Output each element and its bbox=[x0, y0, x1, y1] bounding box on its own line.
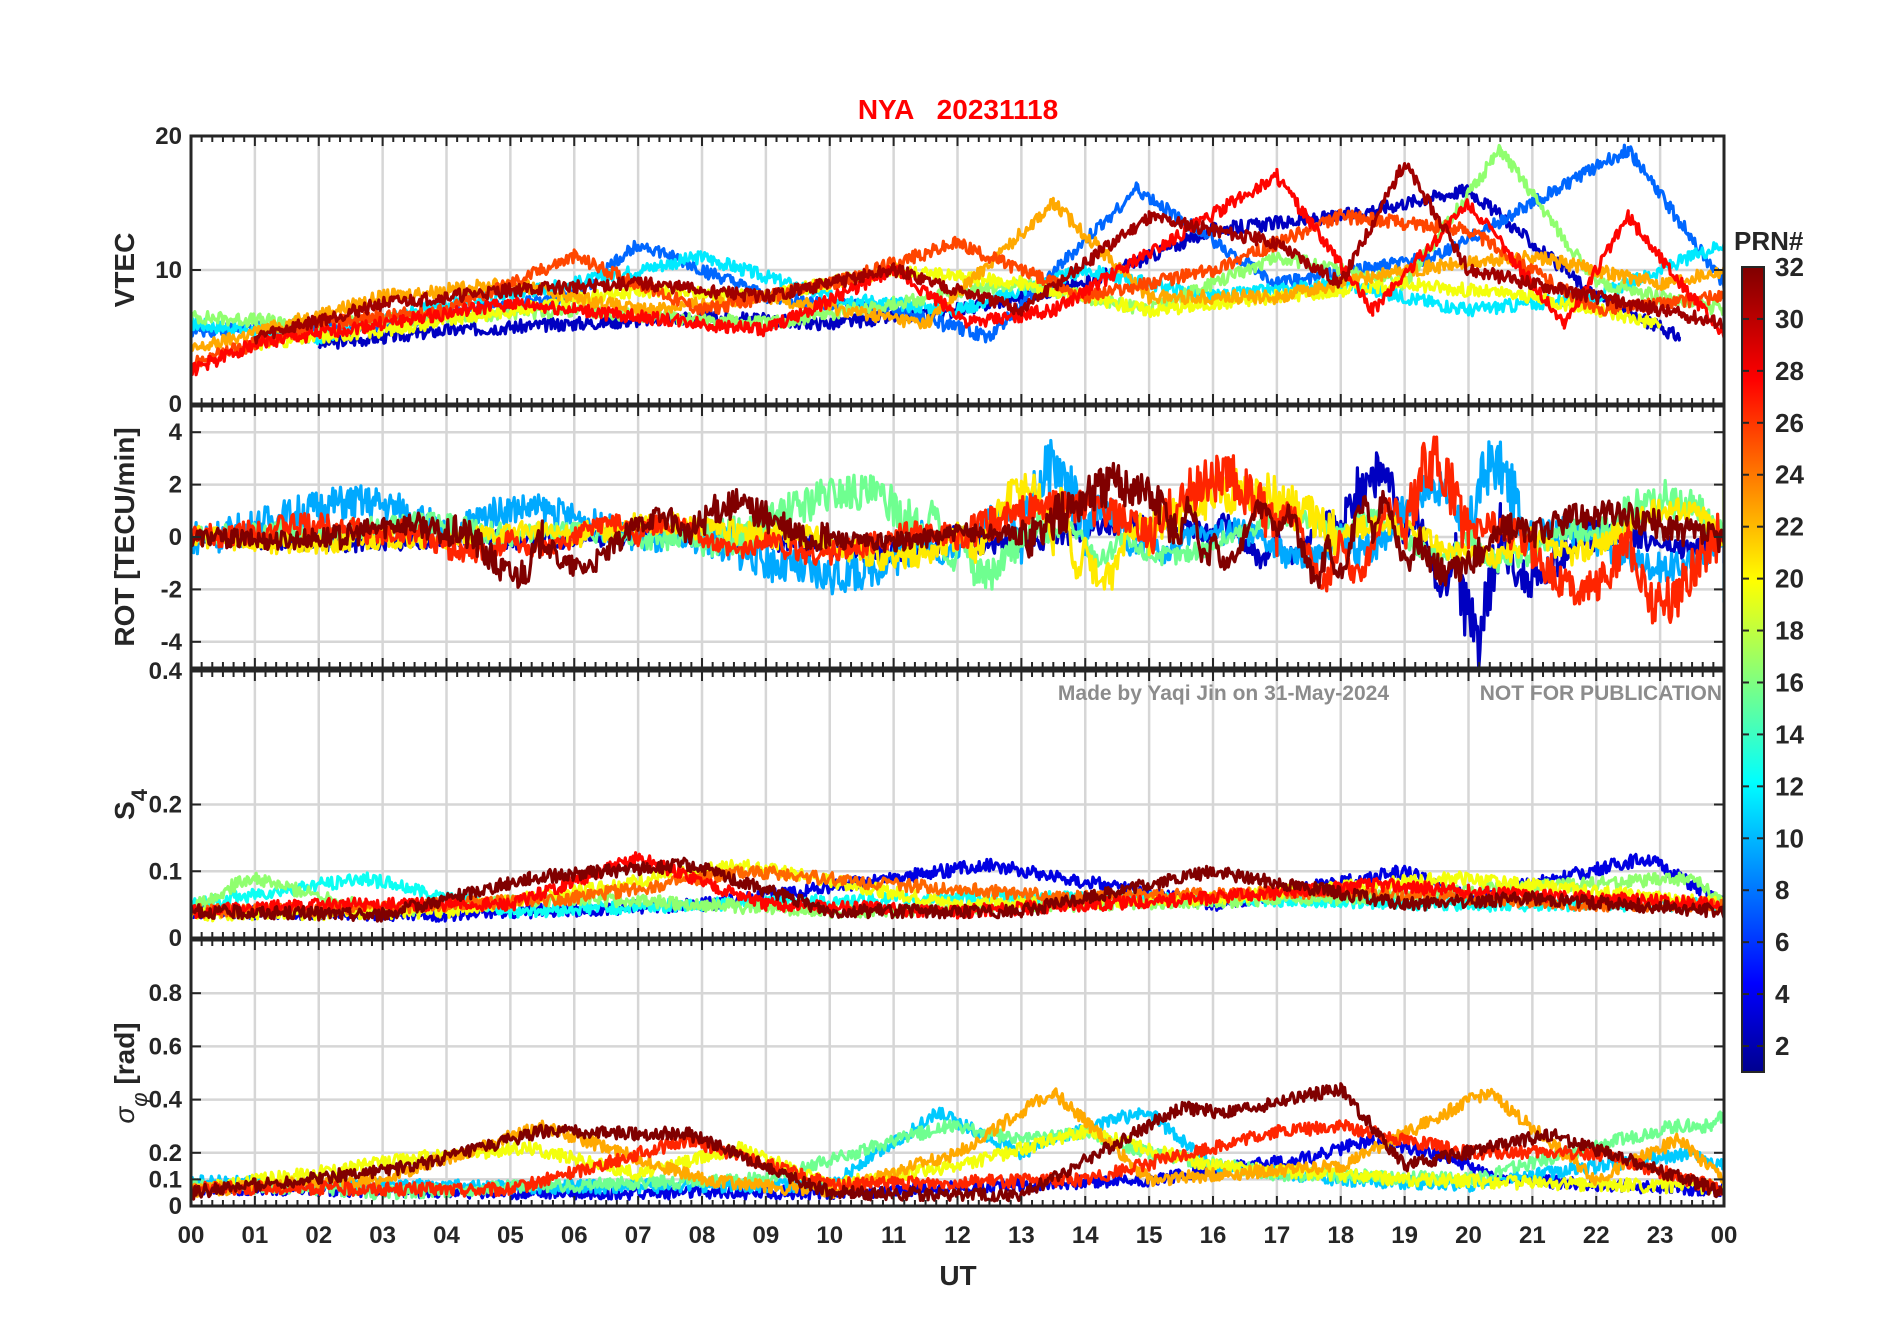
y-tick-label-s4: 0.2 bbox=[149, 792, 182, 819]
colorbar-label: PRN# bbox=[1734, 226, 1804, 256]
colorbar-tick-label: 4 bbox=[1775, 979, 1790, 1009]
x-tick-label: 18 bbox=[1327, 1222, 1354, 1249]
colorbar-tick-label: 8 bbox=[1775, 875, 1789, 905]
colorbar-tick-label: 18 bbox=[1775, 616, 1804, 646]
x-tick-label: 07 bbox=[625, 1222, 652, 1249]
x-tick-label: 00 bbox=[178, 1222, 205, 1249]
colorbar-tick-label: 12 bbox=[1775, 771, 1804, 801]
colorbar-tick-label: 20 bbox=[1775, 564, 1804, 594]
x-tick-label: 23 bbox=[1647, 1222, 1674, 1249]
panel-s4: 0 0.1 0.2 0.4 S4 bbox=[109, 658, 1726, 952]
series-sigphi-prn16 bbox=[191, 1110, 1724, 1201]
x-tick-label: 04 bbox=[433, 1222, 460, 1249]
series-vtec-prn3 bbox=[317, 183, 1681, 350]
y-tick-label-vtec: 20 bbox=[155, 123, 182, 150]
x-tick-label: 21 bbox=[1519, 1222, 1546, 1249]
series-group-sigphi bbox=[191, 1082, 1724, 1203]
watermark-author: Made by Yaqi Jin on 31-May-2024 bbox=[1058, 682, 1389, 705]
x-tick-label: 16 bbox=[1200, 1222, 1227, 1249]
x-ticks-rot bbox=[190, 406, 1725, 668]
x-axis-label: UT bbox=[939, 1260, 976, 1291]
series-group-s4 bbox=[191, 851, 1724, 923]
x-tick-label: 10 bbox=[816, 1222, 843, 1249]
colorbar-tick-label: 22 bbox=[1775, 512, 1804, 542]
x-tick-label: 00 bbox=[1711, 1222, 1738, 1249]
colorbar-tick-label: 16 bbox=[1775, 667, 1804, 697]
x-ticks-s4 bbox=[190, 671, 1725, 938]
y-tick-label-sigphi: 0 bbox=[169, 1193, 182, 1220]
colorbar-tick-label: 14 bbox=[1775, 719, 1804, 749]
x-tick-label: 19 bbox=[1391, 1222, 1418, 1249]
x-tick-label: 14 bbox=[1072, 1222, 1099, 1249]
x-tick-label: 15 bbox=[1136, 1222, 1163, 1249]
x-tick-label: 09 bbox=[753, 1222, 780, 1249]
y-tick-label-rot: -4 bbox=[161, 629, 183, 656]
y-tick-label-vtec: 0 bbox=[169, 391, 182, 418]
y-tick-label-sigphi: 0.4 bbox=[149, 1087, 183, 1114]
watermark-notice: NOT FOR PUBLICATION bbox=[1480, 682, 1722, 705]
x-tick-label: 08 bbox=[689, 1222, 716, 1249]
y-tick-label-rot: 2 bbox=[169, 472, 182, 499]
panel-vtec: 0 10 20 VTEC bbox=[109, 123, 1726, 418]
series-group-vtec bbox=[191, 143, 1724, 377]
colorbar-tick-label: 6 bbox=[1775, 927, 1789, 957]
x-tick-label: 12 bbox=[944, 1222, 971, 1249]
series-rot-prn32 bbox=[191, 461, 1724, 590]
y-axis-label-s4: S4 bbox=[109, 788, 152, 820]
x-ticks-vtec bbox=[190, 136, 1725, 404]
x-tick-label: 20 bbox=[1455, 1222, 1482, 1249]
x-tick-labels: 00 01 02 03 04 05 06 07 08 09 10 11 12 13 14 15 16 17 18 19… bbox=[178, 1222, 1738, 1249]
series-sigphi-prn32 bbox=[191, 1082, 1724, 1203]
x-tick-label: 22 bbox=[1583, 1222, 1610, 1249]
colorbar-tick-label: 24 bbox=[1775, 460, 1804, 490]
y-tick-label-rot: 0 bbox=[169, 524, 182, 551]
x-tick-label: 05 bbox=[497, 1222, 524, 1249]
colorbar-gradient bbox=[1741, 266, 1765, 1073]
colorbar-tick-label: 2 bbox=[1775, 1031, 1789, 1061]
series-s4-prn28 bbox=[191, 851, 1724, 920]
y-tick-label-rot: 4 bbox=[169, 419, 183, 446]
x-tick-label: 13 bbox=[1008, 1222, 1035, 1249]
x-tick-label: 06 bbox=[561, 1222, 588, 1249]
colorbar-tick-label: 30 bbox=[1775, 304, 1804, 334]
y-axis-label-sigphi: σφ [rad] bbox=[109, 1022, 152, 1123]
colorbar-tick-label: 10 bbox=[1775, 823, 1804, 853]
y-tick-label-sigphi: 0.2 bbox=[149, 1140, 182, 1167]
colorbar-tick-label: 26 bbox=[1775, 408, 1804, 438]
y-axis-label-rot: ROT [TECU/min] bbox=[109, 427, 140, 646]
series-vtec-prn12 bbox=[191, 241, 1724, 346]
x-tick-label: 02 bbox=[305, 1222, 332, 1249]
x-tick-label: 03 bbox=[369, 1222, 396, 1249]
x-ticks-sigphi bbox=[190, 940, 1725, 1206]
y-tick-label-sigphi: 0.8 bbox=[149, 980, 182, 1007]
y-tick-label-s4: 0.4 bbox=[149, 658, 183, 685]
x-tick-label: 11 bbox=[881, 1222, 906, 1249]
y-axis-label-vtec: VTEC bbox=[109, 233, 140, 308]
series-vtec-prn20 bbox=[253, 262, 1662, 351]
series-group-rot bbox=[191, 435, 1724, 668]
x-tick-label: 01 bbox=[242, 1222, 269, 1249]
y-tick-label-s4: 0 bbox=[169, 925, 182, 952]
y-tick-label-vtec: 10 bbox=[155, 257, 182, 284]
y-tick-label-rot: -2 bbox=[161, 576, 182, 603]
y-tick-label-s4: 0.1 bbox=[149, 858, 182, 885]
x-tick-label: 17 bbox=[1264, 1222, 1291, 1249]
y-tick-label-sigphi: 0.6 bbox=[149, 1033, 182, 1060]
y-tick-label-sigphi: 0.1 bbox=[149, 1166, 182, 1193]
series-vtec-prn28 bbox=[191, 167, 1724, 377]
colorbar-tick-label: 32 bbox=[1775, 252, 1804, 282]
chart-title: NYA 20231118 bbox=[858, 94, 1058, 125]
series-sigphi-prn23 bbox=[191, 1087, 1724, 1199]
series-s4-prn32 bbox=[191, 856, 1724, 923]
colorbar-tick-label: 28 bbox=[1775, 356, 1804, 386]
series-vtec-prn31 bbox=[253, 162, 1724, 345]
panel-rot: -4 -2 0 2 4 ROT [TECU/min] bbox=[109, 404, 1726, 670]
panel-sigphi: 00.10.2 0.4 0.6 0.8 σφ [rad] bbox=[109, 938, 1726, 1220]
